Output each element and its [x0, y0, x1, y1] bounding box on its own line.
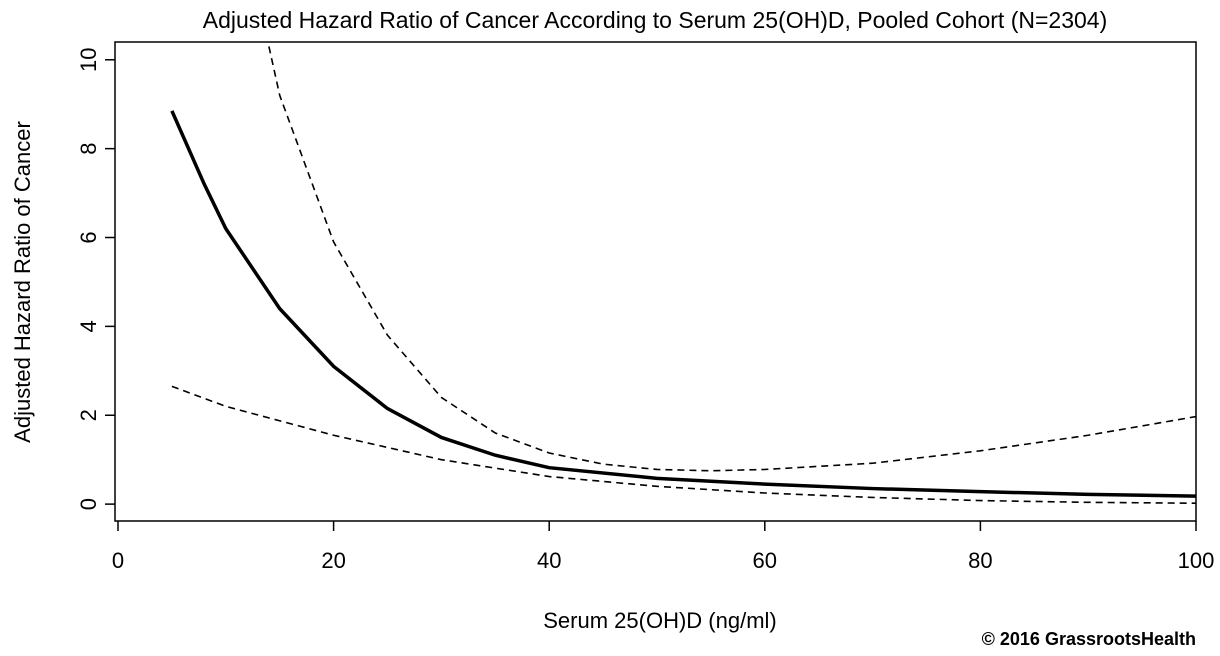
y-tick-label: 2 — [76, 409, 101, 421]
x-tick-label: 60 — [753, 548, 777, 573]
x-tick-label: 40 — [537, 548, 561, 573]
plot-frame — [114, 41, 1197, 522]
ci-line — [268, 46, 1196, 472]
x-axis-label: Serum 25(OH)D (ng/ml) — [543, 608, 776, 633]
estimate-line — [170, 110, 1196, 498]
x-tick-label: 100 — [1178, 548, 1215, 573]
x-tick-label: 0 — [112, 548, 124, 573]
y-tick-label: 8 — [76, 143, 101, 155]
x-tick-label: 80 — [968, 548, 992, 573]
y-tick-label: 10 — [76, 48, 101, 72]
ci-line — [171, 385, 1196, 505]
y-axis-label: Adjusted Hazard Ratio of Cancer — [10, 121, 35, 443]
y-tick-label: 6 — [76, 231, 101, 243]
y-tick-label: 4 — [76, 320, 101, 332]
chart-title: Adjusted Hazard Ratio of Cancer Accordin… — [203, 7, 1107, 33]
x-tick-label: 20 — [321, 548, 345, 573]
copyright: © 2016 GrassrootsHealth — [982, 629, 1196, 649]
y-tick-label: 0 — [76, 498, 101, 510]
